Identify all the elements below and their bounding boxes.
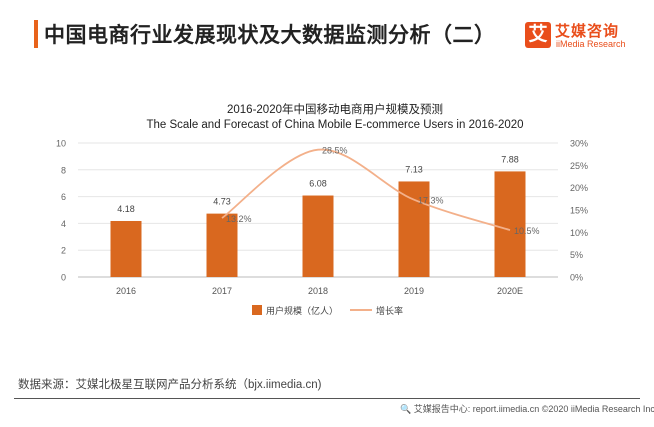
y-tick-label: 2	[61, 246, 66, 256]
y2-tick-label: 20%	[570, 183, 588, 193]
x-tick-label: 2016	[116, 286, 136, 296]
logo-mark-icon: 艾	[525, 22, 551, 48]
bar	[302, 195, 334, 277]
y2-tick-label: 0%	[570, 273, 583, 283]
brand-logo: 艾 艾媒咨询 iiMedia Research	[525, 20, 637, 54]
x-axis: 2016 2017 2018 2019 2020E	[116, 286, 523, 296]
bar-label: 7.88	[501, 154, 519, 164]
combo-chart: 2016-2020年中国移动电商用户规模及预测 The Scale and Fo…	[56, 102, 588, 316]
data-source-note: 数据来源：艾媒北极星互联网产品分析系统（bjx.iimedia.cn)	[18, 379, 322, 391]
chart-title: 2016-2020年中国移动电商用户规模及预测	[227, 102, 443, 116]
line-label: 17.3%	[418, 196, 444, 206]
y2-tick-label: 15%	[570, 206, 588, 216]
y-axis-right: 0% 5% 10% 15% 20% 25% 30%	[570, 139, 588, 283]
x-tick-label: 2020E	[497, 286, 523, 296]
x-tick-label: 2017	[212, 286, 232, 296]
y-tick-label: 0	[61, 273, 66, 283]
bar-series	[110, 171, 526, 277]
bar-label: 4.18	[117, 204, 135, 214]
y2-tick-label: 5%	[570, 250, 583, 260]
logo-name-en: iiMedia Research	[556, 39, 626, 49]
y-tick-label: 4	[61, 219, 66, 229]
chart-subtitle: The Scale and Forecast of China Mobile E…	[146, 119, 523, 131]
legend-bar-swatch	[252, 305, 262, 315]
bar-label: 6.08	[309, 179, 327, 189]
y-tick-label: 6	[61, 192, 66, 202]
bar	[494, 171, 526, 277]
page-title: 中国电商行业发展现状及大数据监测分析（二）	[44, 24, 496, 47]
title-accent-bar	[34, 20, 38, 48]
x-tick-label: 2019	[404, 286, 424, 296]
y2-tick-label: 30%	[570, 139, 588, 149]
footer-divider	[14, 398, 640, 399]
logo-name-cn: 艾媒咨询	[555, 23, 620, 40]
x-tick-label: 2018	[308, 286, 328, 296]
y2-tick-label: 10%	[570, 228, 588, 238]
legend-bar-label: 用户规模（亿人）	[266, 305, 338, 316]
legend: 用户规模（亿人） 增长率	[252, 305, 403, 316]
footer-copyright: 🔍 艾媒报告中心: report.iimedia.cn ©2020 iiMedi…	[400, 404, 654, 414]
bar-data-labels: 4.18 4.73 6.08 7.13 7.88	[117, 154, 519, 214]
bar-label: 4.73	[213, 197, 231, 207]
line-label: 10.5%	[514, 226, 540, 236]
bar	[398, 181, 430, 277]
line-label: 28.5%	[322, 146, 348, 156]
line-data-labels: 13.2% 28.5% 17.3% 10.5%	[226, 146, 540, 236]
y-axis-left: 0 2 4 6 8 10	[56, 139, 66, 283]
bar	[110, 220, 142, 277]
legend-line-label: 增长率	[376, 305, 403, 316]
growth-rate-line	[221, 148, 511, 231]
bar	[206, 213, 238, 277]
y-tick-label: 10	[56, 139, 66, 149]
y2-tick-label: 25%	[570, 161, 588, 171]
line-label: 13.2%	[226, 214, 252, 224]
y-tick-label: 8	[61, 165, 66, 175]
bar-label: 7.13	[405, 164, 423, 174]
